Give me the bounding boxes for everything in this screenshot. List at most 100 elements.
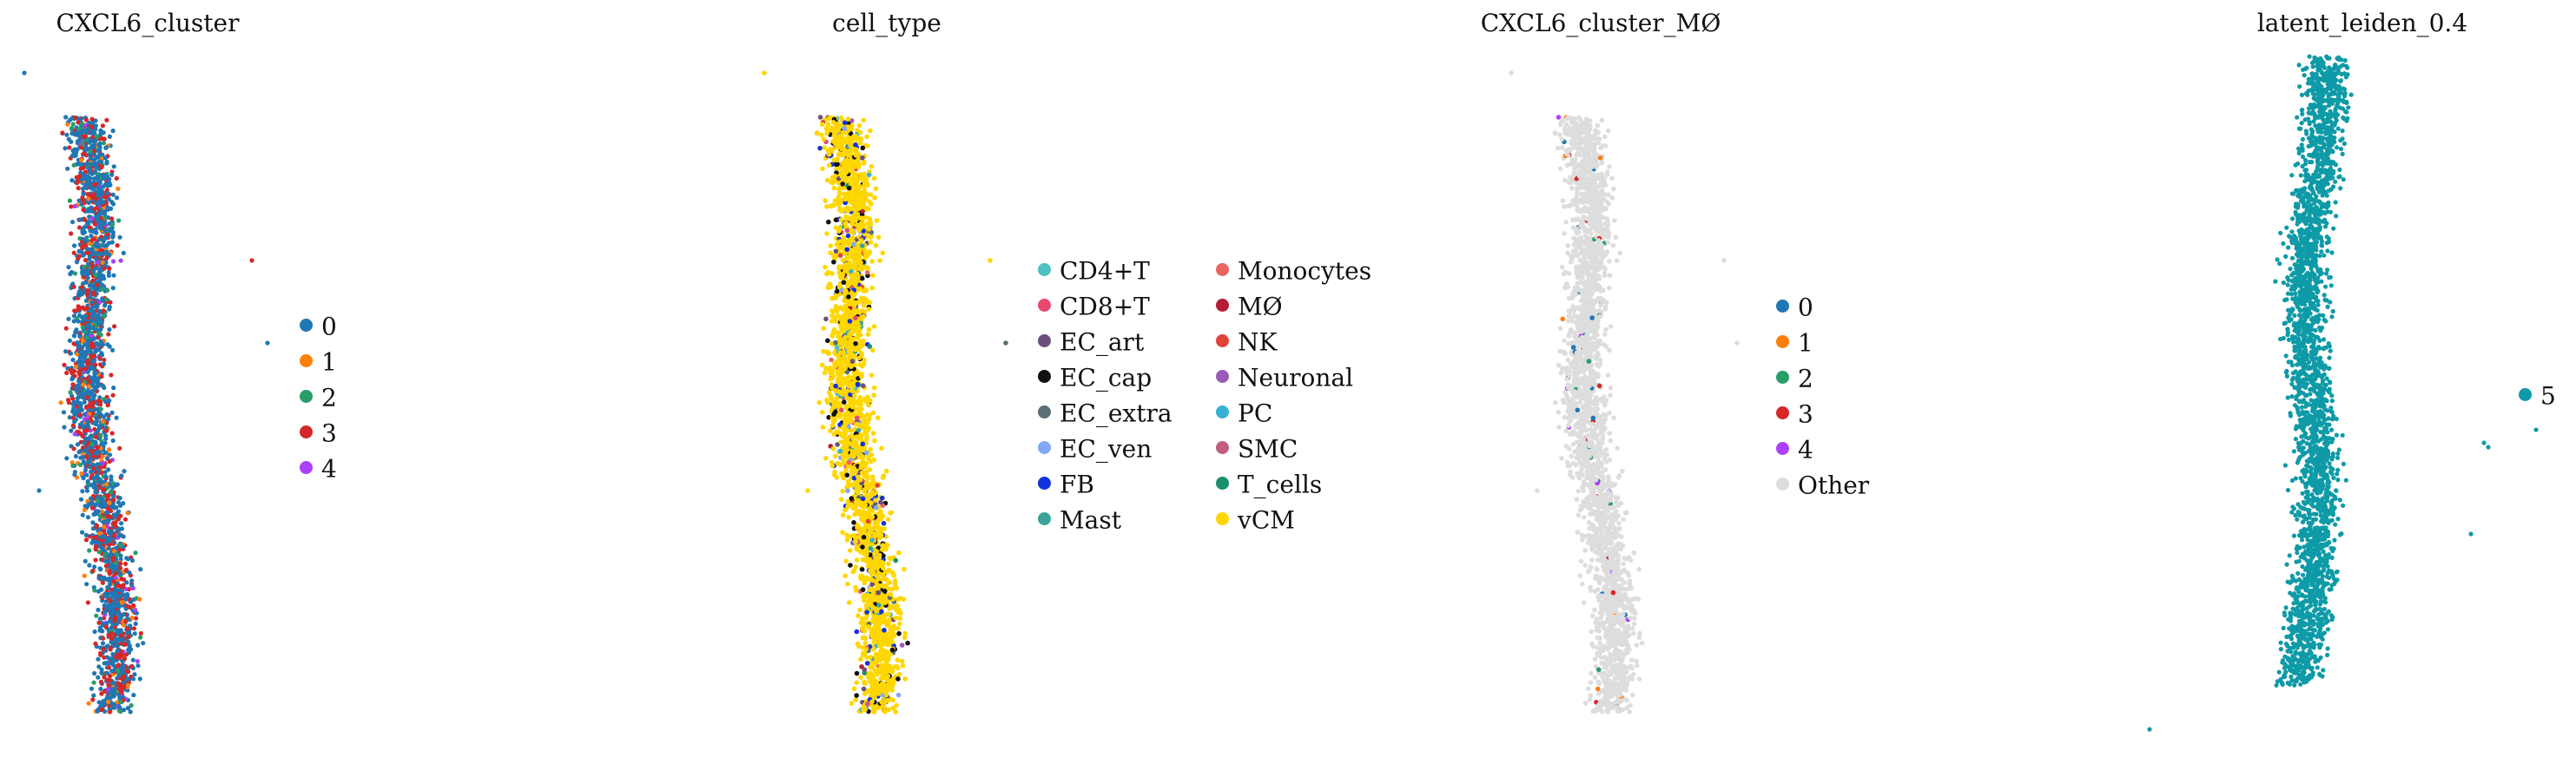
scatter-point — [115, 583, 120, 589]
scatter-point — [866, 206, 871, 212]
scatter-point — [858, 503, 863, 508]
scatter-point — [114, 640, 119, 645]
scatter-point — [69, 231, 74, 236]
scatter-point — [835, 442, 840, 447]
scatter-point — [93, 641, 98, 647]
scatter-point — [895, 692, 902, 698]
scatter-point — [93, 362, 98, 367]
scatter-point — [833, 319, 839, 324]
scatter-point — [66, 136, 71, 142]
scatter-point — [99, 353, 105, 358]
scatter-point — [96, 153, 102, 158]
scatter-point — [855, 641, 861, 647]
scatter-point — [869, 661, 875, 667]
scatter-point — [74, 384, 79, 389]
scatter-point — [842, 334, 849, 340]
scatter-point — [89, 234, 94, 239]
scatter-point — [81, 382, 86, 387]
scatter-point — [890, 682, 895, 688]
scatter-point — [82, 428, 88, 434]
scatter-point — [851, 256, 856, 261]
scatter-point — [78, 362, 83, 367]
scatter-point — [841, 475, 847, 481]
scatter-point — [80, 141, 85, 146]
scatter-point — [89, 388, 96, 393]
scatter-point — [868, 670, 873, 676]
scatter-point — [863, 287, 869, 293]
scatter-point — [97, 355, 102, 360]
scatter-point — [100, 419, 105, 424]
scatter-point — [83, 280, 89, 285]
scatter-point — [895, 676, 901, 682]
scatter-point — [97, 275, 102, 280]
legend-marker — [300, 354, 313, 367]
scatter-point — [95, 445, 101, 451]
scatter-point — [106, 687, 111, 692]
scatter-point — [870, 273, 875, 279]
scatter-point — [103, 228, 109, 234]
scatter-point — [848, 148, 853, 154]
scatter-point — [102, 702, 107, 707]
scatter-point — [848, 251, 853, 257]
scatter-point — [854, 693, 859, 698]
scatter-point — [109, 431, 115, 436]
scatter-point — [76, 379, 82, 384]
scatter-point — [862, 414, 868, 419]
scatter-point — [102, 593, 107, 598]
scatter-point — [119, 521, 124, 526]
scatter-point — [82, 264, 87, 269]
scatter-point — [869, 372, 875, 378]
scatter-point — [82, 135, 87, 140]
scatter-point — [861, 509, 866, 514]
scatter-point — [115, 669, 121, 674]
scatter-point — [869, 201, 874, 207]
legend-label: 1 — [321, 347, 337, 377]
scatter-point — [865, 269, 870, 275]
scatter-point — [80, 325, 85, 330]
scatter-point — [839, 407, 844, 413]
scatter-point — [836, 191, 842, 197]
scatter-point — [90, 465, 96, 471]
scatter-point — [868, 493, 873, 498]
scatter-point — [88, 170, 93, 175]
scatter-point — [71, 319, 76, 324]
scatter-point — [87, 379, 92, 385]
scatter-point — [880, 250, 886, 256]
scatter-point — [86, 207, 91, 212]
scatter-point — [830, 446, 836, 452]
scatter-point — [893, 615, 899, 621]
scatter-point — [869, 508, 875, 514]
scatter-point — [84, 306, 89, 311]
scatter-point — [106, 665, 112, 670]
scatter-point — [85, 600, 90, 605]
scatter-point — [97, 181, 102, 186]
scatter-point — [108, 227, 114, 232]
scatter-point — [895, 603, 900, 609]
scatter-point — [88, 227, 93, 234]
scatter-point — [89, 161, 94, 167]
scatter-point — [265, 340, 270, 346]
scatter-point — [98, 197, 103, 202]
scatter-point — [78, 157, 84, 162]
scatter-point — [851, 215, 857, 221]
scatter-point — [889, 639, 895, 645]
scatter-point — [861, 303, 867, 308]
scatter-point — [100, 260, 105, 265]
scatter-point — [872, 195, 877, 201]
scatter-point — [97, 531, 102, 536]
scatter-point — [92, 207, 97, 212]
scatter-point — [117, 496, 122, 501]
scatter-point — [101, 184, 106, 189]
scatter-point — [116, 517, 121, 522]
scatter-point — [135, 659, 140, 664]
scatter-point — [824, 130, 829, 136]
scatter-point — [841, 454, 846, 460]
scatter-point — [99, 707, 104, 713]
scatter-point — [83, 117, 89, 122]
scatter-point — [95, 449, 100, 455]
scatter-point — [76, 126, 82, 131]
scatter-point — [902, 676, 908, 682]
scatter-point — [96, 185, 101, 190]
scatter-point — [92, 131, 97, 136]
scatter-point — [860, 650, 866, 656]
